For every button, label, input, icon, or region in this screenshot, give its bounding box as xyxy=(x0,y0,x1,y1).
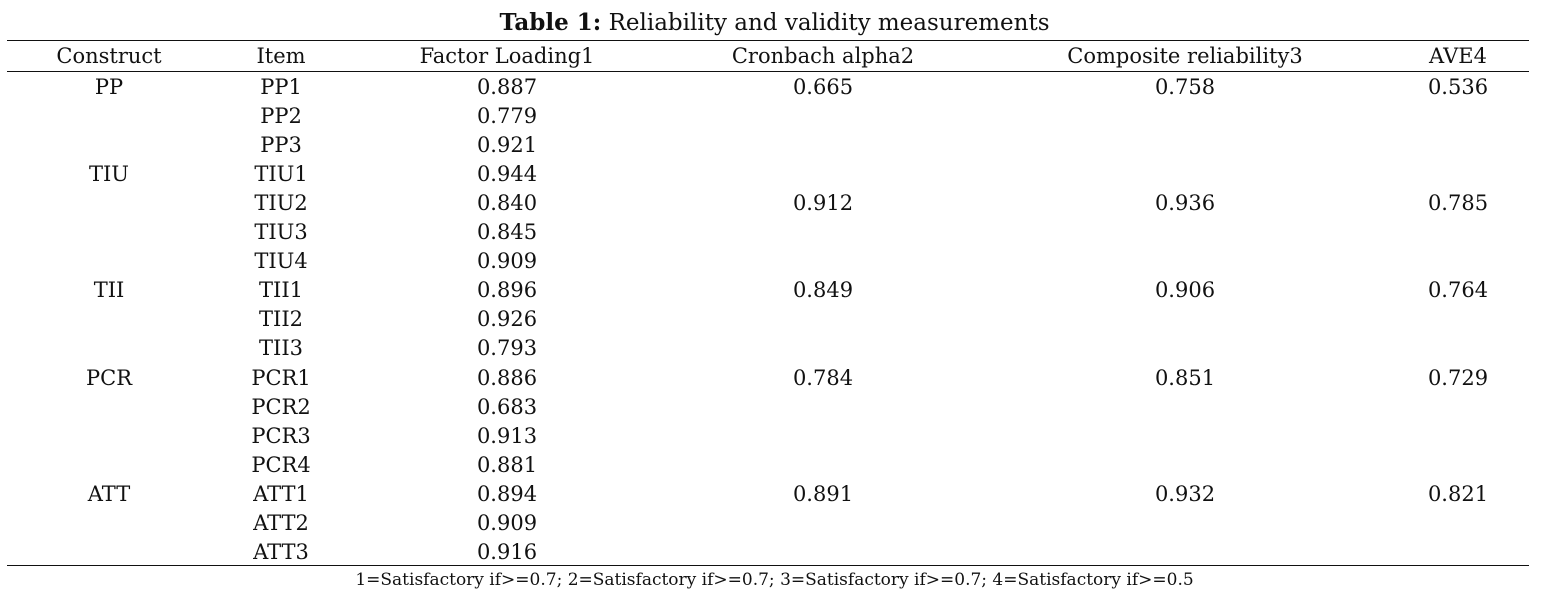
factor-loading-cell: 0.779 xyxy=(476,104,538,129)
item-cell: TII1 xyxy=(259,278,303,303)
table-caption-label: Table 1: xyxy=(499,9,602,36)
table-row: ATT ATT1 0.894 0.891 0.932 0.821 xyxy=(7,480,1529,509)
table-footnote: 1=Satisfactory if>=0.7; 2=Satisfactory i… xyxy=(355,570,1194,590)
construct-cell: PP xyxy=(94,75,124,99)
item-cell: ATT1 xyxy=(253,481,309,506)
table-row: ATT2 0.909 xyxy=(7,509,1529,538)
table-row: TIU3 0.845 xyxy=(7,218,1529,247)
table-row: PCR PCR1 0.886 0.784 0.851 0.729 xyxy=(7,364,1529,393)
composite-reliability-cell: 0.906 xyxy=(1154,278,1216,303)
table-row: TII3 0.793 xyxy=(7,334,1529,363)
factor-loading-cell: 0.886 xyxy=(476,365,538,390)
table-row: TII2 0.926 xyxy=(7,305,1529,334)
table-row: PP2 0.779 xyxy=(7,102,1529,131)
table-header-row: Construct Item Factor Loading1 Cronbach … xyxy=(7,42,1529,71)
cronbach-alpha-cell: 0.891 xyxy=(792,481,854,506)
table-caption: Table 1: Reliability and validity measur… xyxy=(0,8,1549,38)
table-row: PCR4 0.881 xyxy=(7,451,1529,480)
item-cell: PCR4 xyxy=(251,452,311,477)
factor-loading-cell: 0.683 xyxy=(476,394,538,419)
header-construct: Construct xyxy=(56,44,162,68)
ave-cell: 0.536 xyxy=(1427,75,1489,99)
factor-loading-cell: 0.894 xyxy=(476,481,538,506)
construct-cell: ATT xyxy=(87,481,131,506)
factor-loading-cell: 0.916 xyxy=(476,539,538,564)
table-top-rule xyxy=(7,40,1529,41)
ave-cell: 0.729 xyxy=(1427,365,1489,390)
table-row: ATT3 0.916 xyxy=(7,538,1529,567)
header-cronbach-alpha: Cronbach alpha2 xyxy=(731,44,915,68)
table-row: TIU2 0.840 0.912 0.936 0.785 xyxy=(7,189,1529,218)
construct-cell: TIU xyxy=(88,162,130,187)
header-ave: AVE4 xyxy=(1429,44,1487,68)
factor-loading-cell: 0.909 xyxy=(476,510,538,535)
factor-loading-cell: 0.896 xyxy=(476,278,538,303)
factor-loading-cell: 0.845 xyxy=(476,220,538,245)
item-cell: TII3 xyxy=(259,336,303,361)
table-row: PP PP1 0.887 0.665 0.758 0.536 xyxy=(7,73,1529,102)
item-cell: TIU3 xyxy=(254,220,308,245)
cronbach-alpha-cell: 0.665 xyxy=(792,75,854,99)
factor-loading-cell: 0.909 xyxy=(476,249,538,274)
factor-loading-cell: 0.887 xyxy=(476,75,538,99)
cronbach-alpha-cell: 0.849 xyxy=(792,278,854,303)
header-composite-reliability: Composite reliability3 xyxy=(1067,44,1303,68)
item-cell: PCR2 xyxy=(251,394,311,419)
item-cell: TIU1 xyxy=(254,162,308,187)
composite-reliability-cell: 0.758 xyxy=(1154,75,1216,99)
table-row: TII TII1 0.896 0.849 0.906 0.764 xyxy=(7,276,1529,305)
cronbach-alpha-cell: 0.784 xyxy=(792,365,854,390)
composite-reliability-cell: 0.936 xyxy=(1154,191,1216,216)
item-cell: TII2 xyxy=(259,307,303,332)
ave-cell: 0.821 xyxy=(1427,481,1489,506)
factor-loading-cell: 0.793 xyxy=(476,336,538,361)
factor-loading-cell: 0.921 xyxy=(476,133,538,158)
item-cell: PP2 xyxy=(260,104,302,129)
item-cell: PP1 xyxy=(260,75,302,99)
table-row: TIU TIU1 0.944 xyxy=(7,160,1529,189)
factor-loading-cell: 0.926 xyxy=(476,307,538,332)
factor-loading-cell: 0.913 xyxy=(476,423,538,448)
cronbach-alpha-cell: 0.912 xyxy=(792,191,854,216)
item-cell: ATT3 xyxy=(253,539,309,564)
item-cell: PCR3 xyxy=(251,423,311,448)
table-row: PCR3 0.913 xyxy=(7,422,1529,451)
factor-loading-cell: 0.944 xyxy=(476,162,538,187)
item-cell: TIU4 xyxy=(254,249,308,274)
table-row: PP3 0.921 xyxy=(7,131,1529,160)
factor-loading-cell: 0.881 xyxy=(476,452,538,477)
construct-cell: TII xyxy=(93,278,125,303)
composite-reliability-cell: 0.851 xyxy=(1154,365,1216,390)
header-factor-loading: Factor Loading1 xyxy=(419,44,595,68)
item-cell: TIU2 xyxy=(254,191,308,216)
table-header-rule xyxy=(7,71,1529,72)
ave-cell: 0.764 xyxy=(1427,278,1489,303)
table-row: PCR2 0.683 xyxy=(7,393,1529,422)
table-bottom-rule xyxy=(7,565,1529,566)
item-cell: PCR1 xyxy=(251,365,311,390)
item-cell: ATT2 xyxy=(253,510,309,535)
composite-reliability-cell: 0.932 xyxy=(1154,481,1216,506)
construct-cell: PCR xyxy=(85,365,133,390)
table-row: TIU4 0.909 xyxy=(7,247,1529,276)
header-item: Item xyxy=(256,44,306,68)
ave-cell: 0.785 xyxy=(1427,191,1489,216)
factor-loading-cell: 0.840 xyxy=(476,191,538,216)
item-cell: PP3 xyxy=(260,133,302,158)
table-caption-title: Reliability and validity measurements xyxy=(608,10,1050,36)
